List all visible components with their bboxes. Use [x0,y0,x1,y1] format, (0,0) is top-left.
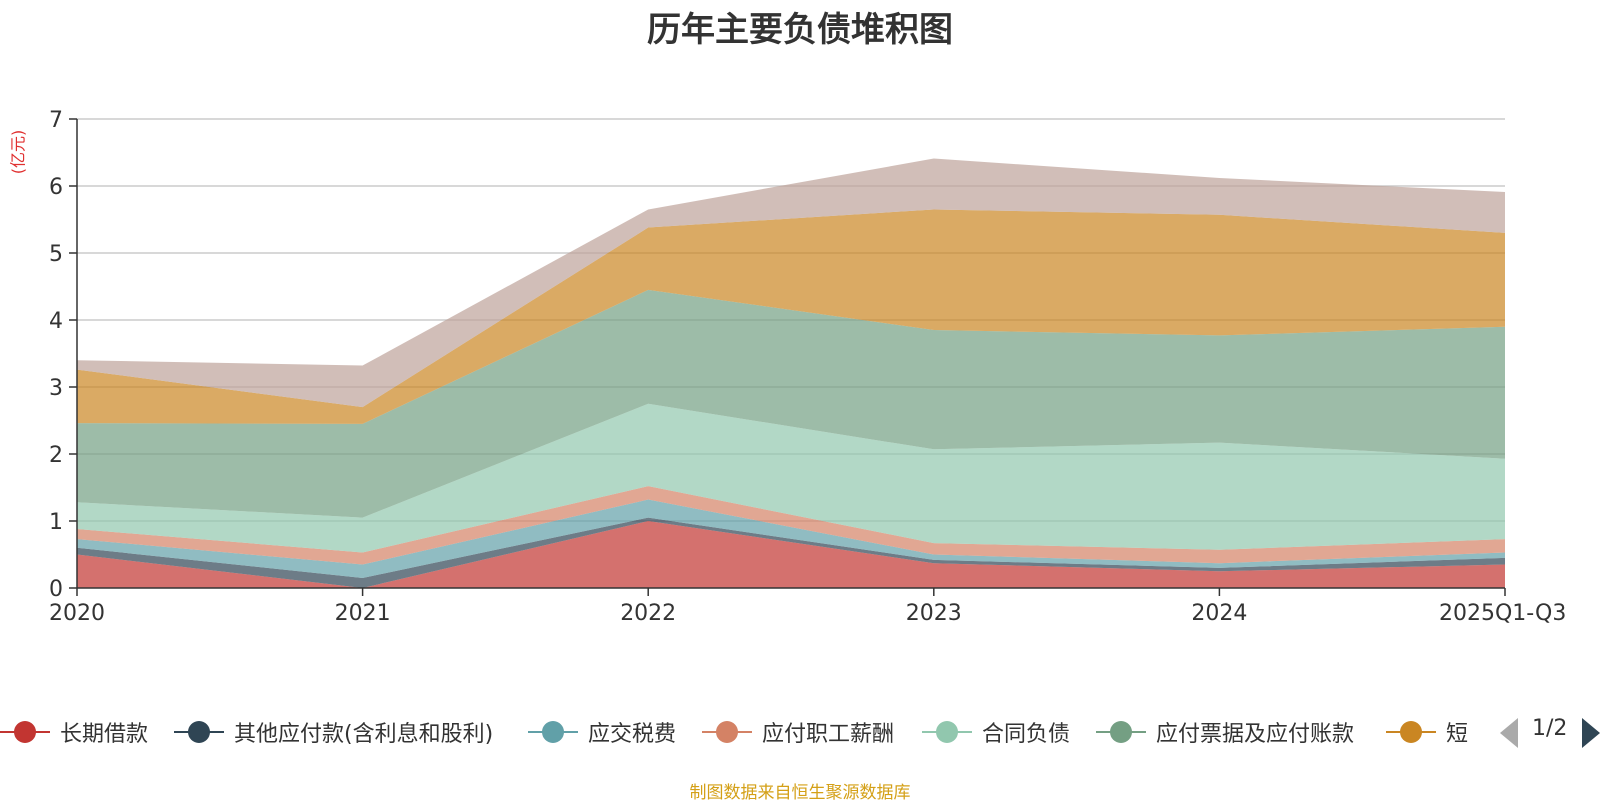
next-page-icon[interactable] [1582,718,1600,748]
legend-item[interactable]: 应付职工薪酬 [702,712,894,752]
legend-label: 应付职工薪酬 [762,722,895,747]
area-series [77,403,1505,553]
y-tick-label: 4 [49,309,63,334]
legend-item[interactable]: 其他应付款(含利息和股利) [174,712,493,752]
legend-label: 应交税费 [588,722,677,747]
legend-items: 长期借款 其他应付款(含利息和股利) 应交税费 应付职工薪酬 合同负债 应付票据及应付账款… [0,712,1480,752]
y-tick-label: 6 [49,175,63,200]
y-tick-label: 2 [49,443,63,468]
legend-marker-icon [702,717,752,747]
legend-item[interactable]: 合同负债 [922,712,1070,752]
x-tick-label: 2024 [1191,601,1247,626]
x-tick-label: 2021 [335,601,391,626]
legend-item[interactable]: 短 [1386,712,1468,752]
y-tick-label: 1 [49,510,63,535]
stacked-area-chart: 0 1 2 3 4 5 6 7 2020 2021 2022 2023 2024 2025Q1-Q3 [49,108,1566,626]
area-series [77,158,1505,408]
legend-marker-icon [1096,717,1146,747]
legend-marker-icon [922,717,972,747]
area-series [77,499,1505,578]
legend-page-indicator: 1/2 [1532,716,1568,741]
legend-item[interactable]: 长期借款 [0,712,148,752]
legend-item[interactable]: 应付票据及应付账款 [1096,712,1354,752]
legend-label: 其他应付款(含利息和股利) [234,722,494,747]
legend-label: 应付票据及应付账款 [1156,722,1355,747]
area-series [77,517,1505,588]
legend-marker-icon [1386,717,1436,747]
area-series-layer [77,158,1505,588]
x-tick-label: 2022 [620,601,676,626]
y-tick-label: 7 [49,108,63,133]
x-tick-label: 2025Q1-Q3 [1439,601,1566,626]
legend: 长期借款 其他应付款(含利息和股利) 应交税费 应付职工薪酬 合同负债 应付票据及应付账款… [0,712,1600,752]
area-series [77,209,1505,424]
legend-pager: 1/2 [1496,712,1600,752]
x-tick-label: 2023 [906,601,962,626]
y-tick-label: 0 [49,577,63,602]
axes: 0 1 2 3 4 5 6 7 2020 2021 2022 2023 2024 2025Q1-Q3 [49,108,1566,626]
chart-title: 历年主要负债堆积图 [647,10,953,50]
legend-marker-icon [528,717,578,747]
y-tick-label: 5 [49,242,63,267]
legend-label: 短 [1446,722,1469,747]
area-series [77,486,1505,565]
previous-page-icon[interactable] [1500,718,1518,748]
legend-label: 长期借款 [60,722,149,747]
data-source-note: 制图数据来自恒生聚源数据库 [689,783,911,803]
y-tick-label: 3 [49,376,63,401]
x-tick-label: 2020 [49,601,105,626]
legend-label: 合同负债 [982,722,1071,747]
area-series [77,289,1505,518]
legend-marker-icon [0,717,50,747]
legend-item[interactable]: 应交税费 [528,712,676,752]
area-series [77,521,1505,588]
legend-marker-icon [174,717,224,747]
